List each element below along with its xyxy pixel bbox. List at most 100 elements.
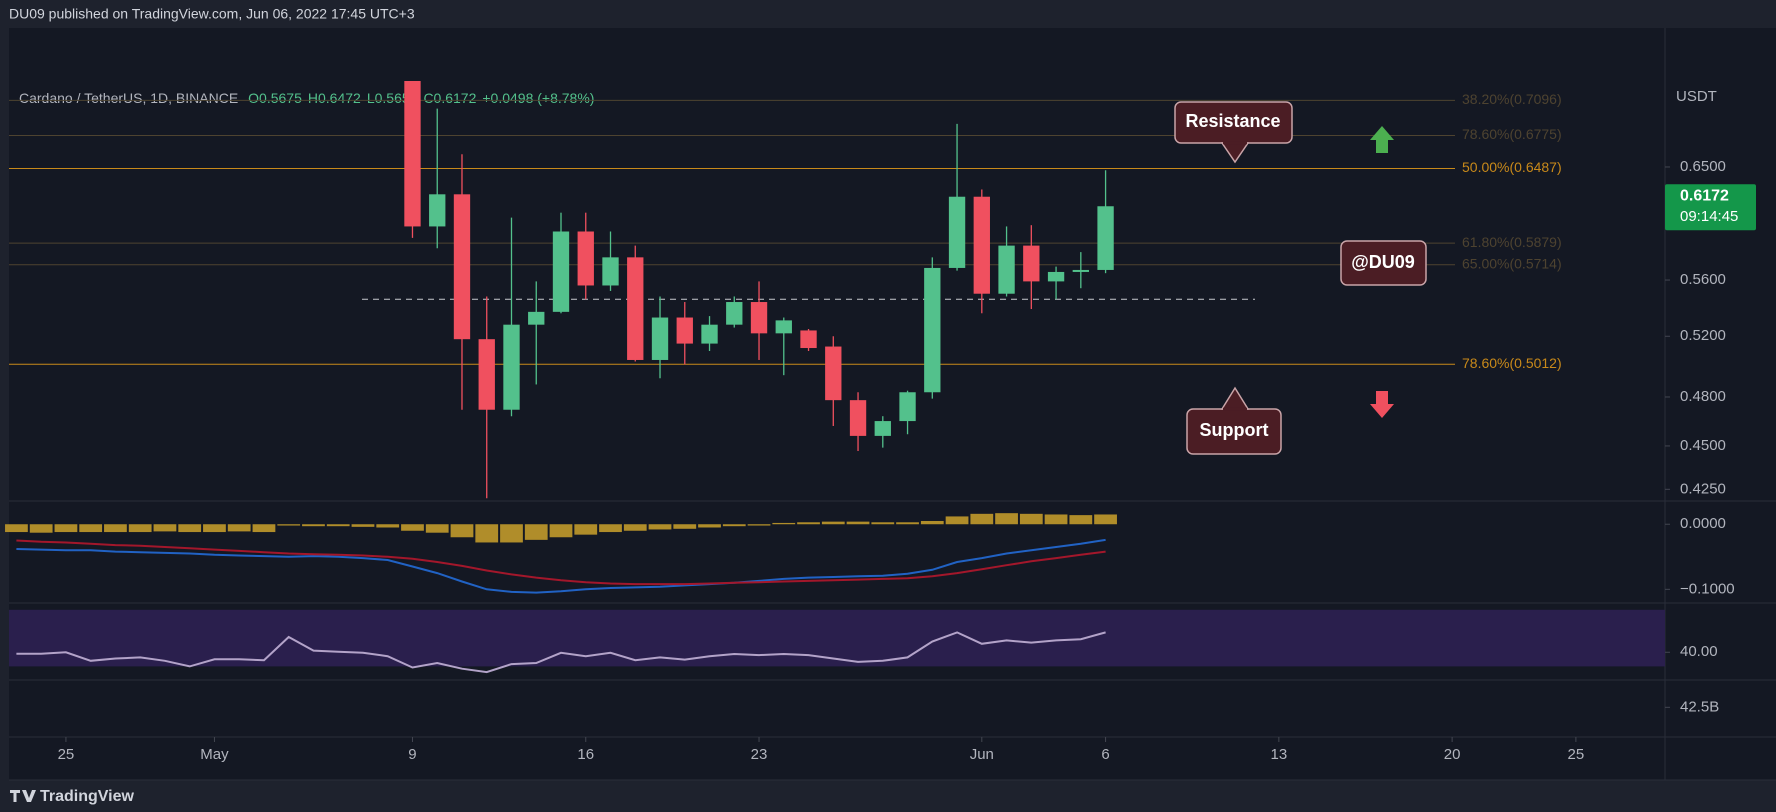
candle-body xyxy=(651,317,669,360)
y-axis-title: USDT xyxy=(1676,88,1717,105)
fib-label: 78.60%(0.5012) xyxy=(1462,355,1562,371)
y-tick-label: 0.0000 xyxy=(1680,515,1726,532)
candle-body xyxy=(1023,245,1040,282)
histogram-bar xyxy=(599,524,622,533)
histogram-bar xyxy=(79,524,103,533)
histogram-bar xyxy=(871,522,895,525)
candle-body xyxy=(800,330,817,349)
histogram-bar xyxy=(970,513,994,525)
histogram-bar xyxy=(995,513,1018,525)
histogram-bar xyxy=(178,524,202,533)
countdown: 09:14:45 xyxy=(1680,208,1738,225)
y-tick-label: 0.4250 xyxy=(1680,480,1726,497)
histogram-bar xyxy=(203,524,226,533)
callout-text: Resistance xyxy=(1185,111,1280,131)
ohlc: C0.6172 xyxy=(423,90,476,106)
fib-label: 65.00%(0.5714) xyxy=(1462,255,1562,271)
histogram-bar xyxy=(698,524,721,528)
histogram-bar xyxy=(252,524,276,533)
y-tick-label: 40.00 xyxy=(1680,643,1718,660)
histogram-bar xyxy=(153,524,177,532)
rsi-line xyxy=(16,631,1106,674)
y-tick-label: −0.1000 xyxy=(1680,580,1735,597)
histogram-bar xyxy=(524,524,548,540)
histogram-bar xyxy=(1044,514,1068,525)
x-tick-label: 25 xyxy=(58,746,75,763)
histogram-bar xyxy=(425,524,449,533)
histogram-bar xyxy=(846,521,870,525)
candle-body xyxy=(726,302,743,325)
candle-body xyxy=(404,81,421,227)
change: +0.0498 (+8.78%) xyxy=(482,90,594,106)
candle-body xyxy=(825,346,842,401)
candle-body xyxy=(874,421,891,436)
candle-body xyxy=(577,231,594,286)
histogram-bar xyxy=(1094,514,1117,525)
histogram-bar xyxy=(5,524,28,533)
candle-body xyxy=(701,324,718,344)
histogram-bar xyxy=(128,524,152,533)
symbol: Cardano / TetherUS, 1D, BINANCE xyxy=(19,90,238,106)
candle-body xyxy=(1097,206,1114,270)
ohlc: O0.5675 xyxy=(248,90,302,106)
histogram-bar xyxy=(797,522,820,525)
candle-body xyxy=(602,257,619,286)
y-tick-label: 0.4800 xyxy=(1680,388,1726,405)
candle-body xyxy=(453,194,471,340)
histogram-bar xyxy=(623,524,647,531)
brand: TradingView xyxy=(40,788,135,805)
candle-body xyxy=(528,311,545,325)
rsi-band xyxy=(9,609,1665,667)
histogram-bar xyxy=(227,524,251,532)
candle-body xyxy=(429,194,446,227)
histogram-bar xyxy=(648,524,672,530)
histogram-bar xyxy=(351,524,375,527)
histogram-bar xyxy=(401,524,424,531)
fib-label: 61.80%(0.5879) xyxy=(1462,234,1562,250)
price-box xyxy=(1665,184,1756,231)
fib-label: 50.00%(0.6487) xyxy=(1462,159,1562,175)
last-price: 0.6172 xyxy=(1680,187,1729,204)
candle-body xyxy=(478,339,495,410)
x-tick-label: 16 xyxy=(577,746,594,763)
histogram-bar xyxy=(376,524,400,528)
candle-body xyxy=(1047,271,1065,282)
fib-label: 38.20%(0.7096) xyxy=(1462,91,1562,107)
indicator-line xyxy=(16,539,1106,586)
histogram-bar xyxy=(302,524,325,527)
candle-body xyxy=(627,257,644,360)
x-tick-label: 6 xyxy=(1101,746,1109,763)
ohlc: H0.6472 xyxy=(308,90,361,106)
x-tick-label: May xyxy=(200,746,229,763)
callout: @DU09 xyxy=(1340,240,1427,286)
published-note: DU09 published on TradingView.com, Jun 0… xyxy=(9,6,415,22)
histogram-bar xyxy=(326,524,350,527)
y-tick-label: 0.5600 xyxy=(1680,271,1726,288)
candle-body xyxy=(1072,269,1089,272)
histogram-bar xyxy=(277,524,301,526)
histogram-bar xyxy=(920,520,944,525)
histogram-bar xyxy=(29,524,53,533)
candle-body xyxy=(973,196,990,294)
histogram-bar xyxy=(549,524,573,538)
candle-body xyxy=(552,231,570,312)
histogram-bar xyxy=(945,516,969,525)
histogram-bar xyxy=(896,522,919,525)
x-tick-label: 25 xyxy=(1568,746,1585,763)
x-tick-label: Jun xyxy=(970,746,994,763)
x-tick-label: 23 xyxy=(751,746,768,763)
histogram-bar xyxy=(673,524,697,529)
candle-body xyxy=(948,196,966,268)
histogram-bar xyxy=(54,524,78,533)
up-arrow xyxy=(1370,126,1394,153)
histogram-bar xyxy=(821,521,845,525)
candle-body xyxy=(899,392,916,422)
y-tick-label: 0.4500 xyxy=(1680,437,1726,454)
y-tick-label: 42.5B xyxy=(1680,698,1719,715)
price-pane xyxy=(9,81,1455,499)
x-tick-label: 13 xyxy=(1271,746,1288,763)
histogram-bar xyxy=(772,522,796,525)
